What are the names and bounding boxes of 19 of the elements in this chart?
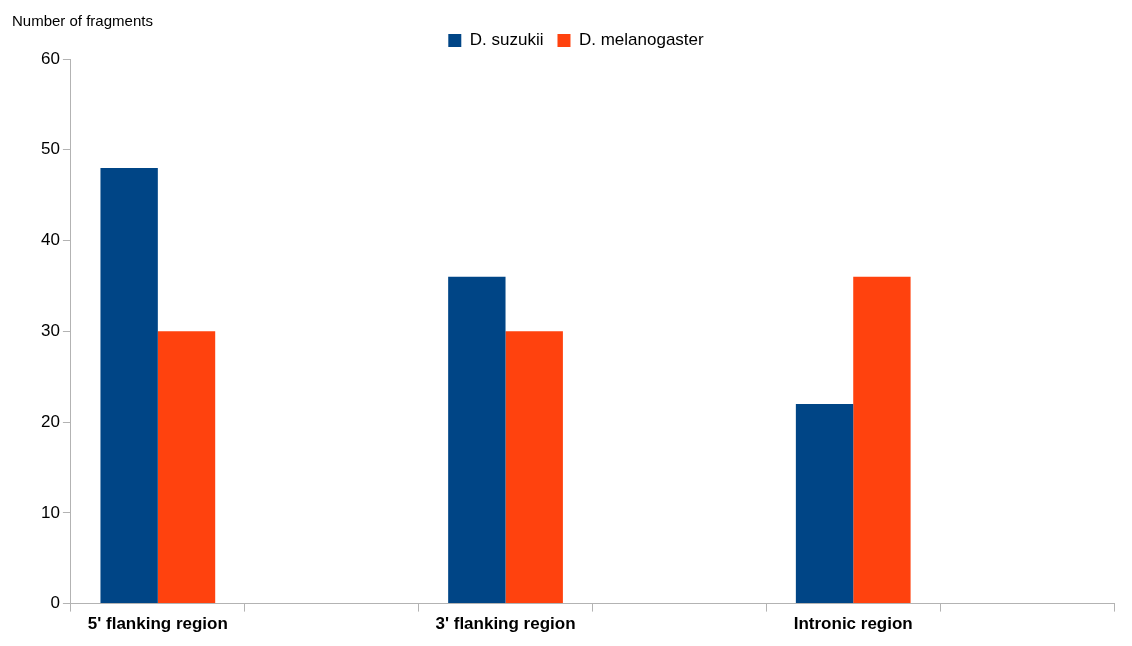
y-tick-label: 10 bbox=[40, 502, 60, 522]
y-tick-label: 60 bbox=[40, 48, 60, 68]
y-tick-label: 40 bbox=[40, 230, 60, 250]
legend-label: D. suzukii bbox=[469, 30, 544, 50]
bar bbox=[100, 167, 158, 604]
x-tick-label: 5' flanking region bbox=[87, 614, 228, 634]
bar bbox=[795, 403, 854, 604]
bar bbox=[157, 331, 216, 604]
y-tick-label: 0 bbox=[50, 593, 60, 613]
bar bbox=[853, 276, 911, 604]
legend-label: D. melanogaster bbox=[578, 30, 705, 50]
y-tick-label: 20 bbox=[40, 411, 60, 431]
bar bbox=[448, 276, 506, 604]
y-tick-label: 50 bbox=[40, 139, 60, 159]
bar bbox=[505, 331, 563, 604]
x-tick-label: Intronic region bbox=[793, 614, 913, 634]
x-tick-label: 3' flanking region bbox=[435, 614, 576, 634]
y-tick-label: 30 bbox=[40, 320, 60, 340]
y-axis-title: Number of fragments bbox=[12, 12, 153, 30]
